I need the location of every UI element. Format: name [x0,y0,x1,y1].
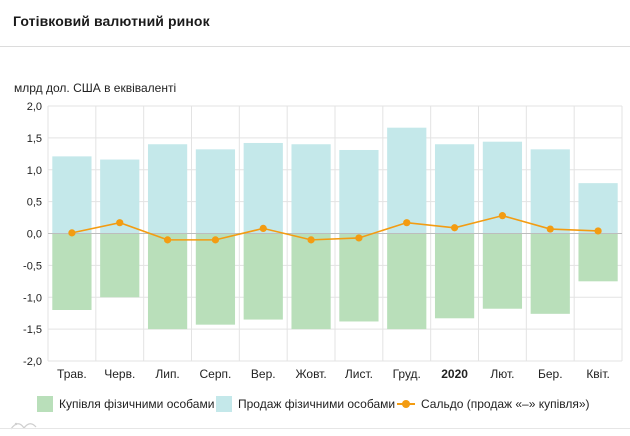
balance-point [307,236,315,244]
x-tick-label: Черв. [104,367,135,381]
bar-purchases [434,233,475,319]
bar-purchases [147,233,188,330]
x-tick-label: Лип. [155,367,179,381]
chart-legend: Купівля фізичними особами Продаж фізични… [0,389,630,419]
legend-item-purchases[interactable]: Купівля фізичними особами [37,396,214,412]
x-tick-label: Трав. [57,367,87,381]
bar-sales [578,183,618,234]
y-tick-label: -1,5 [23,324,42,336]
balance-point [116,219,124,227]
x-tick-label: Лют. [490,367,514,381]
bar-purchases [482,233,523,309]
balance-point [498,212,507,220]
bar-purchases [291,233,331,330]
balance-point [594,227,602,235]
bar-sales [434,144,475,234]
y-tick-label: -1,0 [23,292,42,304]
balance-point [163,236,172,244]
bar-purchases [387,233,427,330]
balance-point [259,224,267,232]
legend-label-sales: Продаж фізичними особами [238,397,396,411]
legend-label-balance: Сальдо (продаж «–» купівля») [421,397,590,411]
y-tick-label: 2,0 [27,101,42,113]
bar-purchases [52,233,92,310]
y-tick-label: -0,5 [23,260,42,272]
legend-swatch-sales [216,396,232,412]
x-tick-label: Серп. [199,367,231,381]
bar-purchases [339,233,379,322]
legend-swatch-purchases [37,396,53,412]
balance-point [68,229,76,237]
footer-divider [0,428,630,429]
bar-purchases [195,233,236,325]
y-tick-label: 0,5 [27,197,42,209]
y-tick-label: 0,0 [27,229,42,241]
bar-sales [530,149,570,234]
balance-point [211,236,220,244]
y-tick-label: 1,5 [27,133,42,145]
bar-sales [52,156,92,234]
title-divider [0,46,630,47]
x-tick-label: Вер. [251,367,276,381]
balance-point [546,225,554,233]
bar-purchases [530,233,570,314]
x-tick-label: 2020 [441,367,468,381]
bar-sales [195,149,236,234]
x-tick-label: Лист. [345,367,373,381]
balance-line [71,214,599,241]
legend-item-sales[interactable]: Продаж фізичними особами [216,396,395,412]
x-tick-label: Бер. [538,367,563,381]
legend-swatch-balance [397,396,415,412]
page-title: Готівковий валютний ринок [13,13,210,29]
y-axis-unit-label: млрд дол. США в еквіваленті [14,81,177,95]
legend-label-purchases: Купівля фізичними особами [59,397,215,411]
y-tick-label: -2,0 [23,356,42,368]
bar-purchases [100,233,140,298]
bar-sales [291,144,331,234]
balance-point [450,224,459,232]
bar-sales [147,144,188,234]
balance-point [403,219,411,227]
bar-sales [243,142,283,234]
balance-point [355,234,363,242]
y-tick-label: 1,0 [27,165,42,177]
bar-sales [387,127,427,234]
legend-item-balance[interactable]: Сальдо (продаж «–» купівля») [397,396,590,412]
x-tick-label: Груд. [393,367,421,381]
bar-sales [339,149,379,234]
bar-purchases [578,233,618,282]
x-tick-label: Квіт. [586,367,610,381]
x-tick-label: Жовт. [295,367,326,381]
bar-purchases [243,233,283,320]
